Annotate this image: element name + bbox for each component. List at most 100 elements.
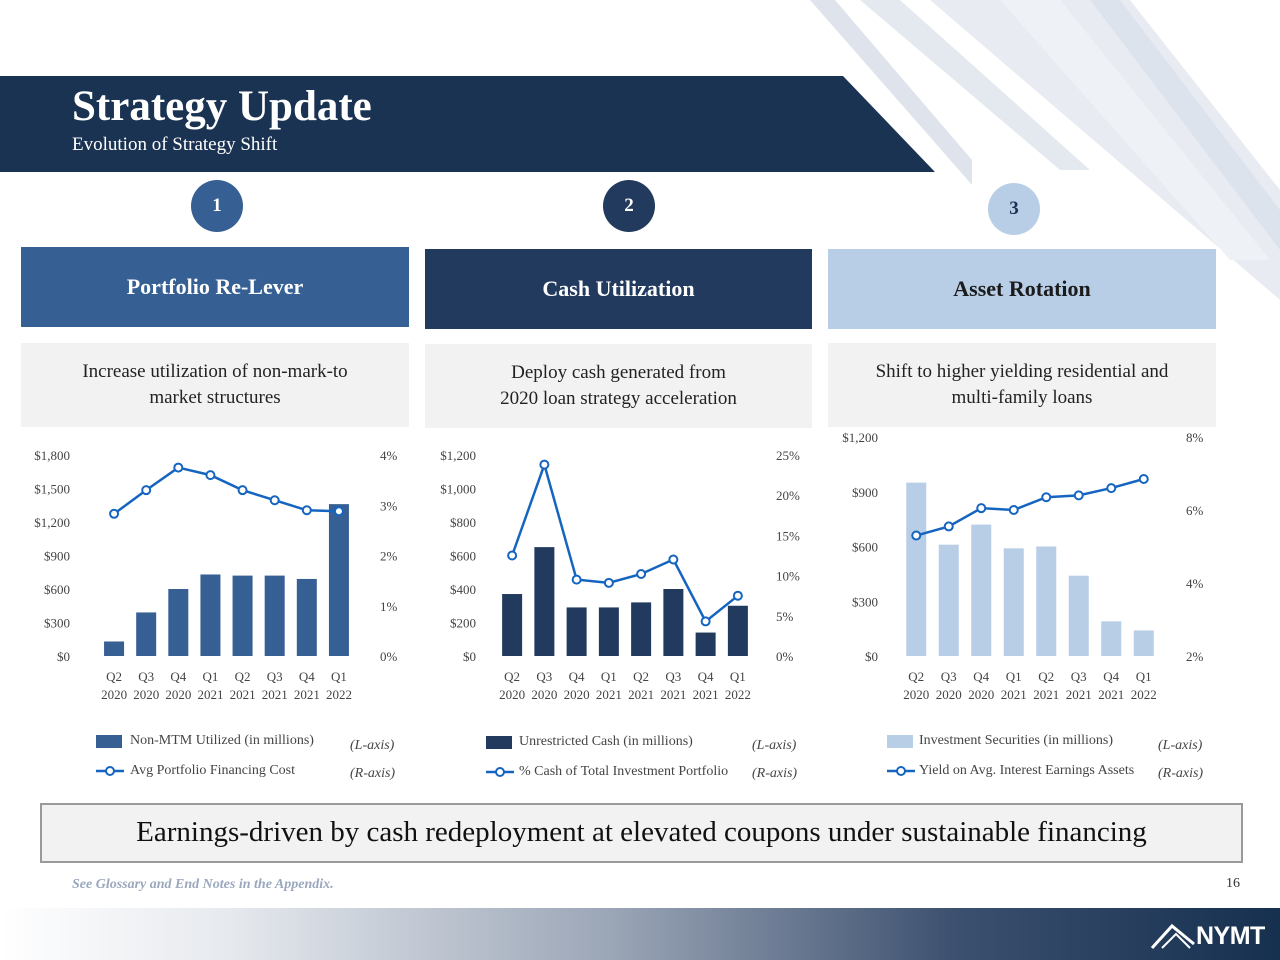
pillar-cash-utilization: Cash Utilization: [425, 249, 812, 329]
bar: [1003, 548, 1024, 656]
chart-portfolio-relever: $0 $300 $600 $900 $1,200 $1,500 $1,800 0% 1% 2% 3%…: [34, 448, 398, 702]
step-1-badge: 1: [191, 180, 243, 232]
bar: [200, 574, 221, 656]
line-point: [539, 459, 550, 470]
x-tick-label-year: 2021: [230, 687, 256, 702]
pillar-2-description: Deploy cash generated from 2020 loan stra…: [425, 344, 812, 428]
line-point: [333, 506, 344, 517]
step-3-badge: 3: [988, 183, 1040, 235]
pillar-portfolio-relever: Portfolio Re-Lever: [21, 247, 409, 327]
description-line: multi-family loans: [951, 387, 1093, 408]
y-left-tick-label: $0: [865, 649, 878, 664]
y-left-tick-label: $400: [450, 582, 476, 597]
bar: [598, 607, 619, 656]
x-tick-label-quarter: Q4: [170, 669, 186, 684]
legend-axis: (R-axis): [1158, 766, 1204, 781]
line-point: [636, 568, 647, 579]
x-tick-label-quarter: Q3: [536, 669, 552, 684]
bar: [695, 632, 716, 656]
y-right-tick-label: 15%: [776, 528, 800, 543]
bar: [938, 544, 959, 656]
y-right-tick-label: 8%: [1186, 430, 1204, 445]
y-right-tick-label: 6%: [1186, 503, 1204, 518]
legend-bar-swatch: [887, 735, 913, 748]
y-right-tick-label: 2%: [1186, 649, 1204, 664]
description-line: Deploy cash generated from: [511, 362, 726, 383]
legend-line-swatch: [486, 767, 514, 777]
x-tick-label-year: 2021: [262, 687, 288, 702]
line-point: [1041, 492, 1052, 503]
legend-label: Investment Securities (in millions): [919, 733, 1114, 748]
bar: [168, 589, 189, 656]
x-tick-label-year: 2020: [165, 687, 191, 702]
y-right-tick-label: 2%: [380, 549, 398, 564]
line-point: [976, 503, 987, 514]
x-tick-label-year: 2022: [725, 687, 751, 702]
x-tick-label-year: 2022: [1131, 687, 1157, 702]
x-tick-label-quarter: Q4: [299, 669, 315, 684]
bar: [502, 594, 523, 656]
description-line: market structures: [149, 387, 281, 408]
series-line: [113, 466, 339, 515]
bar: [232, 575, 253, 656]
x-tick-label-quarter: Q2: [1038, 669, 1054, 684]
x-tick-label-year: 2021: [596, 687, 622, 702]
x-tick-label-year: 2020: [968, 687, 994, 702]
y-left-tick-label: $1,800: [34, 448, 70, 463]
header-band: [0, 76, 935, 172]
line-point: [269, 495, 280, 506]
bar: [296, 578, 317, 656]
line-point: [732, 590, 743, 601]
description-line: 2020 loan strategy acceleration: [500, 388, 737, 409]
bar: [971, 524, 992, 656]
nymt-house-logo-icon: [1150, 923, 1195, 950]
x-tick-label-quarter: Q2: [504, 669, 520, 684]
x-tick-label-quarter: Q3: [1071, 669, 1087, 684]
bar: [534, 547, 555, 656]
y-left-tick-label: $300: [44, 616, 70, 631]
y-right-tick-label: 5%: [776, 609, 794, 624]
x-tick-label-quarter: Q4: [1103, 669, 1119, 684]
y-right-tick-label: 4%: [1186, 576, 1204, 591]
bar: [1133, 630, 1154, 656]
bar: [1036, 546, 1057, 656]
background-stripes: [810, 0, 1280, 300]
line-point: [1106, 483, 1117, 494]
x-tick-label-quarter: Q3: [267, 669, 283, 684]
footnote: See Glossary and End Notes in the Append…: [72, 877, 334, 892]
y-left-tick-label: $0: [463, 649, 476, 664]
legend-line-swatch: [887, 766, 915, 776]
pillar-title: Asset Rotation: [953, 276, 1091, 301]
y-right-tick-label: 0%: [776, 649, 794, 664]
y-right-tick-label: 10%: [776, 569, 800, 584]
legend-axis: (R-axis): [752, 766, 798, 781]
legend-axis: (L-axis): [1158, 738, 1203, 753]
bar: [663, 589, 684, 656]
x-tick-label-year: 2021: [1033, 687, 1059, 702]
bar: [136, 612, 157, 656]
legend-axis: (L-axis): [350, 738, 395, 753]
legend-chart-1: Non-MTM Utilized (in millions) (L-axis) …: [96, 733, 406, 793]
y-left-tick-label: $1,200: [440, 448, 476, 463]
legend-label: % Cash of Total Investment Portfolio: [519, 764, 729, 779]
line-point: [1008, 505, 1019, 515]
x-tick-label-quarter: Q4: [698, 669, 714, 684]
page-subtitle: Evolution of Strategy Shift: [72, 134, 278, 155]
x-tick-label-year: 2021: [1001, 687, 1027, 702]
conclusion-banner: Earnings-driven by cash redeployment at …: [40, 803, 1243, 863]
line-point: [603, 577, 614, 588]
bar: [906, 482, 927, 656]
line-point: [943, 521, 954, 532]
y-right-tick-label: 20%: [776, 488, 800, 503]
legend-bar-swatch: [486, 736, 512, 749]
description-line: Increase utilization of non-mark-to: [82, 361, 348, 382]
line-point: [301, 505, 312, 516]
y-right-tick-label: 25%: [776, 448, 800, 463]
line-point: [237, 485, 248, 496]
legend-axis: (L-axis): [752, 738, 797, 753]
x-tick-label-year: 2020: [499, 687, 525, 702]
line-point: [668, 554, 679, 565]
x-tick-label-year: 2021: [1098, 687, 1124, 702]
y-right-tick-label: 3%: [380, 498, 398, 513]
x-tick-label-year: 2021: [1066, 687, 1092, 702]
